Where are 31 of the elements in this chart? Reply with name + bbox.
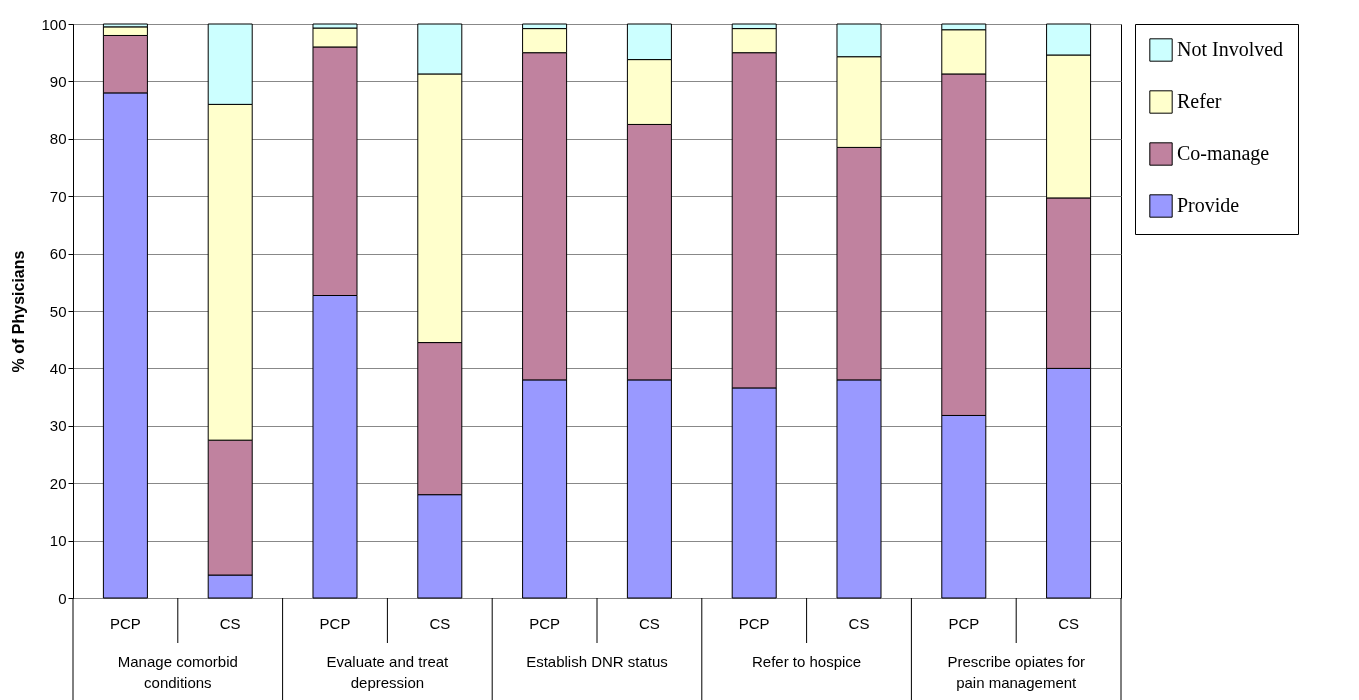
- legend-label: Not Involved: [1177, 38, 1284, 60]
- x-tick-label: PCP: [319, 615, 351, 632]
- x-tick-label: CS: [848, 615, 870, 632]
- x-tick-label: PCP: [529, 615, 561, 632]
- legend-label: Provide: [1177, 194, 1240, 216]
- y-axis-title: % of Physicians: [10, 250, 28, 373]
- y-tick-label: 100: [41, 15, 67, 33]
- x-tick-label: CS: [1058, 615, 1080, 632]
- y-tick-label: 50: [49, 302, 67, 320]
- x-tick-label: CS: [219, 615, 241, 632]
- y-tick-label: 70: [49, 187, 67, 205]
- x-tick-label: PCP: [738, 615, 770, 632]
- legend-label: Refer: [1177, 90, 1222, 112]
- x-tick-label: PCP: [109, 615, 141, 632]
- text: Refer to hospice: [751, 653, 862, 670]
- x-tick-label: PCP: [948, 615, 980, 632]
- y-tick-label: 20: [49, 474, 67, 492]
- y-tick-label: 30: [49, 417, 67, 435]
- y-tick-label: 10: [49, 532, 67, 550]
- text: Establish DNR status: [526, 653, 668, 670]
- y-tick-label: 60: [49, 245, 67, 263]
- x-tick-label: CS: [638, 615, 660, 632]
- legend-label: Co-manage: [1177, 142, 1270, 165]
- y-tick-label: 0: [58, 589, 67, 607]
- x-tick-label: CS: [429, 615, 451, 632]
- text: Manage comorbid conditions: [117, 653, 238, 691]
- text: Prescribe opiates for pain management: [947, 653, 1085, 691]
- text: Evaluate and treat depression: [326, 653, 450, 691]
- y-tick-label: 90: [49, 72, 67, 90]
- y-tick-label: 80: [49, 130, 67, 148]
- y-tick-label: 40: [49, 359, 67, 377]
